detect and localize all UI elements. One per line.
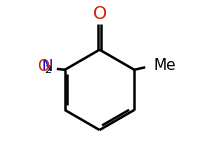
Text: Me: Me — [154, 58, 176, 73]
Text: 2: 2 — [44, 65, 51, 75]
Text: O: O — [92, 5, 107, 23]
Text: N: N — [41, 59, 53, 74]
Text: O: O — [38, 59, 49, 74]
